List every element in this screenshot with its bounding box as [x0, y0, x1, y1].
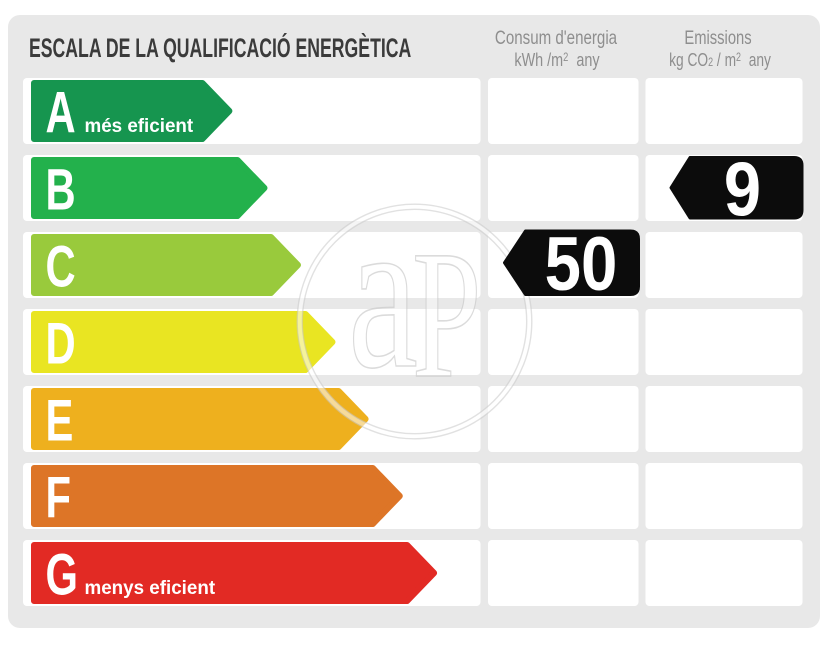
- svg-text:més eficient: més eficient: [85, 116, 194, 137]
- svg-text:G: G: [46, 542, 78, 607]
- svg-text:P: P: [412, 212, 481, 415]
- svg-text:E: E: [46, 388, 74, 453]
- svg-text:50: 50: [545, 222, 618, 307]
- svg-text:C: C: [46, 234, 76, 299]
- svg-text:9: 9: [724, 148, 761, 233]
- svg-text:D: D: [46, 311, 76, 376]
- svg-text:menys eficient: menys eficient: [85, 578, 216, 599]
- svg-text:F: F: [46, 465, 72, 530]
- svg-text:B: B: [46, 157, 76, 222]
- svg-text:A: A: [46, 80, 76, 145]
- svg-text:a: a: [348, 172, 418, 414]
